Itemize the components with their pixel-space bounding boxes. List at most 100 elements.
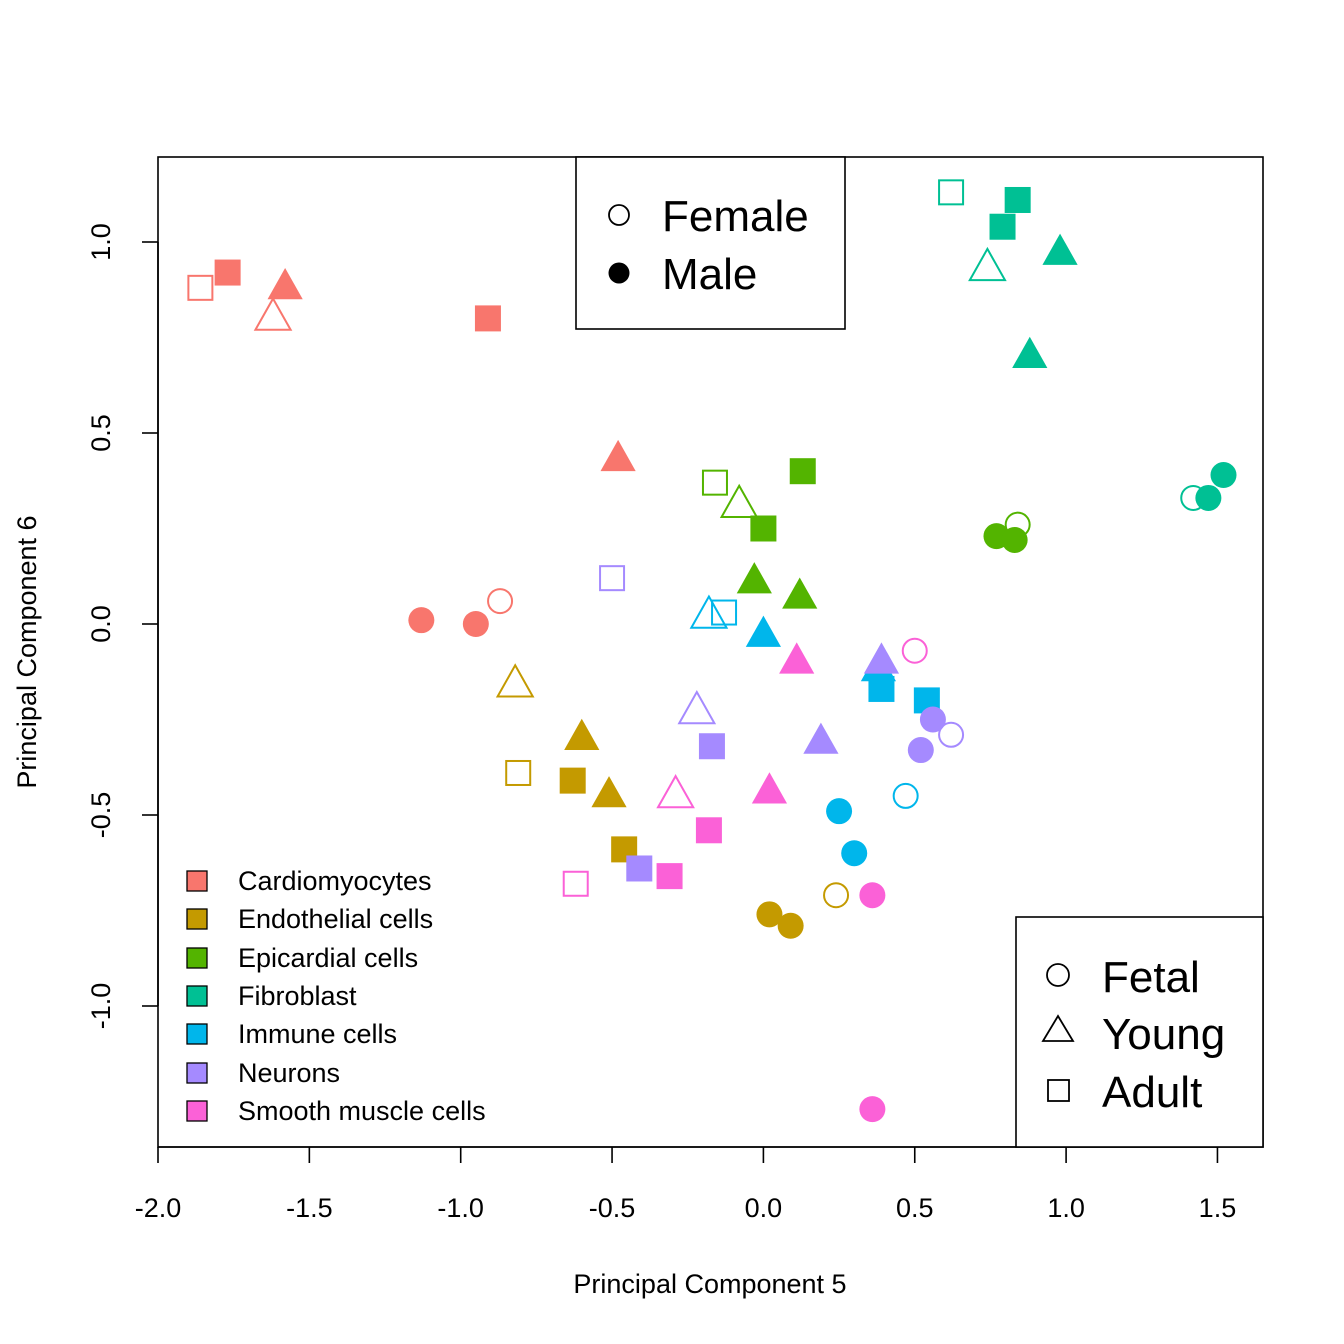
- data-point-fibroblast-triangle: [1012, 336, 1048, 368]
- legend-swatch-neurons: [186, 1062, 208, 1084]
- series-neurons: [599, 565, 965, 882]
- data-point-smooth-muscle-cells-square: [656, 863, 683, 890]
- data-point-epicardial-cells-square: [750, 515, 777, 542]
- x-tick-label: -1.5: [286, 1193, 333, 1223]
- series-fibroblast: [938, 179, 1237, 511]
- data-point-smooth-muscle-cells-triangle: [656, 774, 695, 809]
- data-point-endothelial-cells-square: [505, 759, 532, 786]
- data-point-immune-cells-circle: [841, 840, 868, 867]
- data-point-immune-cells-triangle: [689, 594, 729, 629]
- data-point-smooth-muscle-cells-triangle: [779, 642, 815, 674]
- x-tick-label: -0.5: [589, 1193, 636, 1223]
- data-point-neurons-triangle: [803, 722, 839, 754]
- legend-male-filled-circle-icon: [608, 262, 630, 284]
- data-points: [187, 179, 1237, 1123]
- data-point-endothelial-cells-triangle: [564, 718, 600, 750]
- data-point-cardiomyocytes-circle: [462, 611, 489, 637]
- x-tick-label: -2.0: [135, 1193, 182, 1223]
- legend-young-triangle-icon: [1041, 1014, 1075, 1042]
- data-point-cardiomyocytes-triangle: [600, 439, 636, 472]
- legend-young-label: Young: [1102, 1010, 1225, 1059]
- data-point-immune-cells-square: [711, 599, 738, 626]
- data-point-cardiomyocytes-circle: [487, 588, 514, 615]
- data-point-neurons-square: [626, 855, 653, 882]
- data-point-fibroblast-square: [989, 213, 1016, 240]
- legend-label-endothelial-cells: Endothelial cells: [238, 904, 433, 934]
- legend-label-cardiomyocytes: Cardiomyocytes: [238, 866, 432, 896]
- series-epicardial-cells: [701, 458, 1031, 609]
- data-point-neurons-circle: [938, 721, 965, 748]
- data-point-immune-cells-triangle: [745, 615, 781, 647]
- series-smooth-muscle-cells: [562, 637, 928, 1123]
- data-point-smooth-muscle-cells-square: [562, 870, 589, 897]
- data-point-endothelial-cells-triangle: [591, 776, 627, 808]
- data-point-smooth-muscle-cells-circle: [859, 882, 886, 909]
- legend-stage: Fetal Young Adult: [1015, 916, 1264, 1148]
- data-point-cardiomyocytes-square: [187, 274, 214, 301]
- data-point-epicardial-cells-triangle: [736, 562, 772, 594]
- data-point-epicardial-cells-square: [789, 458, 816, 485]
- x-tick-label: 1.5: [1199, 1193, 1237, 1223]
- x-axis-title: Principal Component 5: [573, 1269, 846, 1299]
- data-point-cardiomyocytes-square: [214, 259, 241, 286]
- y-tick-label: 0.5: [86, 414, 116, 452]
- legend-stage-frame: [1015, 916, 1264, 1148]
- data-point-immune-cells-square: [868, 675, 895, 702]
- legend-label-fibroblast: Fibroblast: [238, 981, 357, 1011]
- legend-label-immune-cells: Immune cells: [238, 1019, 397, 1049]
- axes: -2.0 -1.5 -1.0 -0.5 0.0 0.5 1.0 1.5 -1.0 -0.5 0.0 0…: [86, 223, 1236, 1223]
- data-point-endothelial-cells-square: [559, 767, 586, 794]
- series-endothelial-cells: [495, 663, 850, 939]
- data-point-fibroblast-square: [938, 179, 965, 206]
- legend-sex-frame: [575, 156, 846, 330]
- data-point-immune-cells-circle: [892, 782, 919, 809]
- data-point-epicardial-cells-triangle: [782, 577, 818, 609]
- x-tick-label: 0.5: [896, 1193, 934, 1223]
- data-point-endothelial-cells-circle: [823, 882, 850, 909]
- legend-label-epicardial-cells: Epicardial cells: [238, 943, 418, 973]
- legend-male-label: Male: [662, 250, 757, 299]
- data-point-neurons-triangle: [677, 690, 717, 725]
- legend-sex: Female Male: [575, 156, 846, 330]
- data-point-smooth-muscle-cells-square: [695, 817, 722, 844]
- x-tick-label: -1.0: [437, 1193, 484, 1223]
- legend-swatch-epicardial-cells: [186, 947, 208, 969]
- legend-cell-type: Cardiomyocytes Endothelial cells Epicard…: [186, 866, 486, 1126]
- legend-female-open-circle-icon: [608, 204, 630, 226]
- data-point-epicardial-cells-square: [701, 469, 728, 496]
- data-point-neurons-square: [698, 733, 725, 760]
- y-axis-title: Principal Component 6: [12, 515, 42, 788]
- data-point-neurons-circle: [907, 737, 934, 764]
- data-point-cardiomyocytes-triangle: [253, 296, 293, 331]
- y-tick-label: -0.5: [86, 792, 116, 839]
- data-point-neurons-circle: [919, 706, 946, 733]
- data-point-cardiomyocytes-circle: [408, 607, 435, 634]
- legend-swatch-smooth-muscle-cells: [186, 1100, 208, 1122]
- data-point-epicardial-cells-circle: [1001, 526, 1028, 553]
- legend-label-smooth-muscle-cells: Smooth muscle cells: [238, 1096, 486, 1126]
- legend-fetal-circle-icon: [1046, 963, 1070, 987]
- data-point-epicardial-cells-triangle: [719, 483, 759, 518]
- data-point-cardiomyocytes-square: [474, 305, 501, 332]
- x-tick-label: 1.0: [1047, 1193, 1085, 1223]
- legend-label-neurons: Neurons: [238, 1058, 340, 1088]
- data-point-fibroblast-triangle: [968, 246, 1007, 282]
- legend-swatch-fibroblast: [186, 985, 208, 1007]
- legend-adult-label: Adult: [1102, 1068, 1202, 1117]
- legend-swatch-immune-cells: [186, 1023, 208, 1045]
- data-point-fibroblast-triangle: [1042, 233, 1078, 265]
- data-point-fibroblast-circle: [1195, 484, 1222, 511]
- data-point-smooth-muscle-cells-circle: [859, 1096, 886, 1123]
- data-point-endothelial-cells-circle: [777, 912, 804, 939]
- data-point-endothelial-cells-triangle: [495, 663, 535, 698]
- x-tick-label: 0.0: [745, 1193, 783, 1223]
- legend-fetal-label: Fetal: [1102, 953, 1200, 1002]
- series-immune-cells: [689, 594, 940, 867]
- data-point-fibroblast-square: [1004, 186, 1031, 213]
- data-point-neurons-triangle: [863, 642, 900, 674]
- legend-swatch-endothelial-cells: [186, 908, 208, 930]
- y-tick-label: 0.0: [86, 605, 116, 643]
- series-cardiomyocytes: [187, 259, 636, 637]
- data-point-neurons-square: [599, 565, 626, 592]
